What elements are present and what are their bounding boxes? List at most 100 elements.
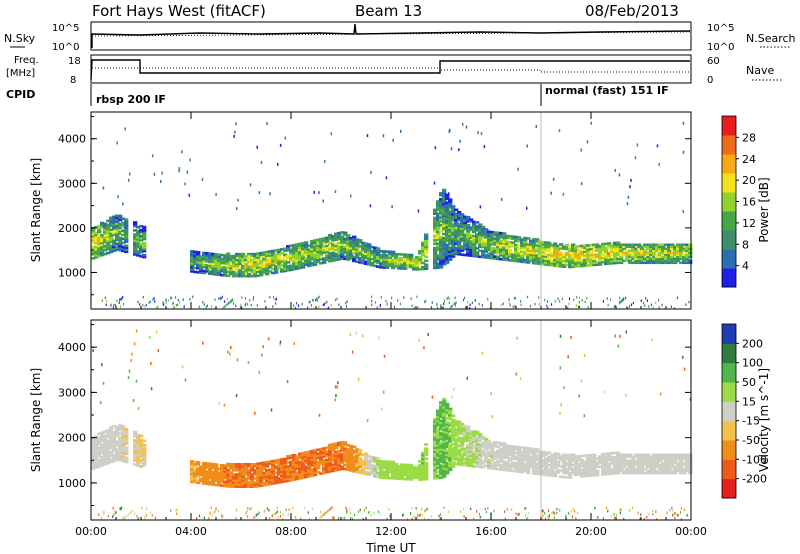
echo-cell (244, 274, 249, 278)
echo-cell (91, 453, 96, 456)
scatter-cell (154, 516, 156, 520)
echo-cell (322, 237, 327, 240)
echo-cell (508, 457, 513, 460)
scatter-cell (175, 508, 178, 512)
echo-cell (646, 453, 651, 457)
echo-cell (619, 257, 624, 261)
scatter-cell (288, 508, 290, 511)
scatter-cell (256, 304, 258, 307)
scatter-cell (225, 304, 227, 307)
echo-cell (337, 245, 342, 249)
echo-cell (613, 463, 618, 467)
echo-cell (646, 465, 651, 469)
echo-cell (223, 260, 228, 263)
echo-cell (193, 462, 198, 466)
echo-cell (244, 485, 249, 488)
echo-cell (295, 265, 300, 268)
scatter-cell (581, 299, 583, 302)
scatter-cell (639, 517, 641, 521)
echo-cell (535, 472, 540, 476)
echo-cell (211, 462, 216, 466)
echo-cell (229, 471, 234, 474)
echo-cell (526, 245, 531, 248)
echo-cell (415, 264, 420, 267)
echo-cell (553, 470, 558, 474)
echo-cell (226, 254, 231, 258)
echo-cell (574, 255, 579, 258)
echo-cell (589, 470, 594, 473)
echo-cell (304, 473, 309, 477)
echo-cell (646, 245, 651, 248)
echo-cell (532, 449, 537, 453)
scatter-cell (128, 513, 130, 516)
echo-cell (559, 257, 564, 260)
echo-cell (208, 272, 213, 275)
echo-cell (559, 465, 564, 468)
echo-cell (517, 248, 522, 251)
scatter-cell (122, 517, 124, 520)
echo-cell (100, 253, 105, 257)
echo-cell (355, 256, 360, 259)
echo-cell (637, 461, 642, 465)
echo-cell (559, 265, 564, 268)
echo-cell (505, 256, 510, 260)
echo-cell (406, 469, 411, 473)
echo-cell (139, 438, 144, 442)
echo-cell (487, 446, 492, 449)
echo-cell (571, 265, 576, 269)
echo-cell (505, 254, 510, 258)
echo-cell (442, 469, 447, 472)
scatter-cell (474, 306, 477, 309)
echo-cell (583, 472, 588, 476)
nsky-tick-bottom: 10^0 (52, 42, 79, 53)
echo-cell (433, 258, 438, 262)
echo-cell (604, 466, 609, 470)
echo-cell (265, 460, 270, 464)
echo-cell (550, 466, 555, 469)
echo-cell (508, 467, 513, 470)
echo-cell (493, 441, 498, 444)
echo-cell (511, 447, 516, 450)
echo-cell (610, 252, 615, 255)
echo-cell (538, 256, 543, 260)
echo-cell (211, 475, 216, 478)
echo-cell (343, 459, 348, 463)
echo-cell (640, 459, 645, 463)
echo-cell (640, 453, 645, 457)
echo-cell (391, 258, 396, 262)
echo-cell (124, 436, 129, 439)
echo-cell (688, 467, 693, 471)
echo-cell (433, 450, 438, 454)
echo-cell (478, 243, 483, 247)
echo-cell (448, 214, 453, 217)
echo-cell (499, 466, 504, 469)
echo-cell (445, 223, 450, 227)
colorbar-swatch (722, 135, 736, 155)
echo-cell (517, 468, 522, 471)
echo-cell (121, 441, 126, 444)
echo-cell (673, 455, 678, 459)
echo-cell (643, 461, 648, 465)
echo-cell (586, 454, 591, 457)
echo-cell (466, 460, 471, 463)
echo-cell (451, 251, 456, 254)
echo-cell (649, 259, 654, 263)
echo-cell (205, 470, 210, 473)
echo-cell (139, 461, 144, 464)
scatter-cell (466, 305, 469, 309)
echo-cell (685, 247, 690, 250)
echo-cell (307, 460, 312, 464)
echo-cell (355, 454, 360, 457)
echo-cell (331, 467, 336, 471)
echo-cell (409, 463, 414, 467)
echo-cell (280, 248, 285, 251)
echo-cell (304, 457, 309, 460)
echo-cell (469, 464, 474, 468)
echo-cell (649, 257, 654, 261)
echo-cell (97, 438, 102, 442)
echo-cell (520, 246, 525, 249)
echo-cell (361, 472, 366, 475)
echo-cell (421, 261, 426, 265)
echo-cell (115, 242, 120, 246)
